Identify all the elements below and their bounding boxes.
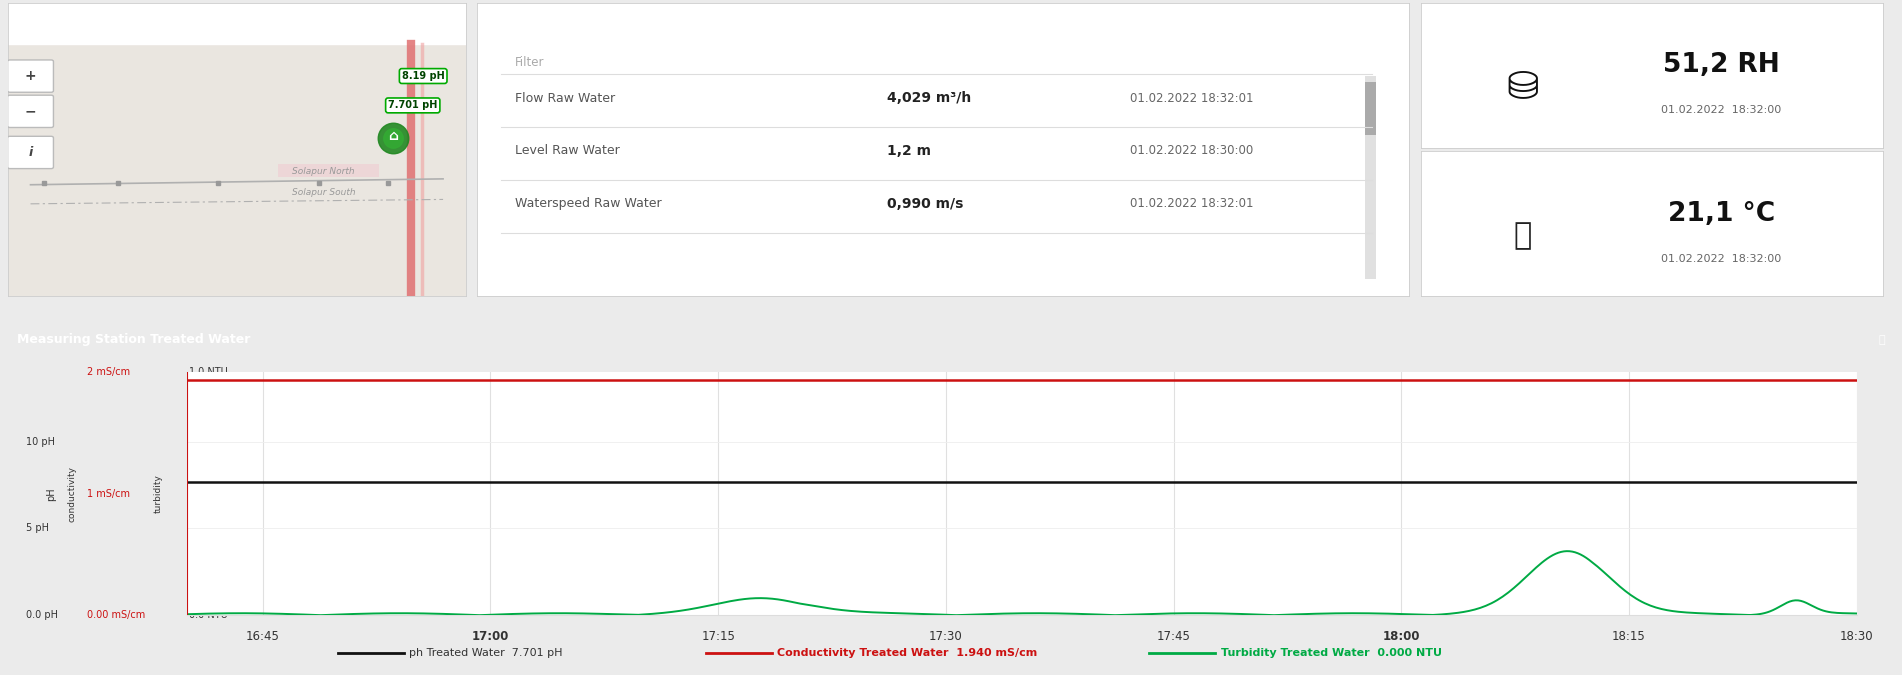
Text: turbidity: turbidity: [154, 475, 164, 513]
Text: 0.5 NTU: 0.5 NTU: [188, 489, 228, 499]
Text: 5 pH: 5 pH: [27, 523, 49, 533]
Text: 8.19 pH: 8.19 pH: [401, 71, 445, 81]
Text: Solapur North: Solapur North: [291, 167, 354, 176]
Text: 1,2 m: 1,2 m: [888, 144, 932, 158]
Text: Filter: Filter: [515, 55, 544, 69]
Text: 0.0 pH: 0.0 pH: [27, 610, 59, 620]
Text: 1.0 NTU: 1.0 NTU: [188, 367, 228, 377]
Text: 10 pH: 10 pH: [27, 437, 55, 447]
Text: 01.02.2022  18:32:00: 01.02.2022 18:32:00: [1660, 254, 1782, 264]
Text: 🌡: 🌡: [1514, 221, 1531, 250]
Text: 01.02.2022 18:32:01: 01.02.2022 18:32:01: [1130, 197, 1253, 211]
Text: 4,029 m³/h: 4,029 m³/h: [888, 91, 972, 105]
Text: 01.02.2022  18:32:00: 01.02.2022 18:32:00: [1660, 105, 1782, 115]
Text: 7.701 pH: 7.701 pH: [388, 101, 437, 111]
Bar: [278, 164, 378, 178]
FancyBboxPatch shape: [8, 136, 53, 169]
Text: 01.02.2022 18:30:00: 01.02.2022 18:30:00: [1130, 144, 1253, 157]
Text: 21,1 °C: 21,1 °C: [1668, 200, 1775, 227]
FancyBboxPatch shape: [8, 95, 53, 128]
Text: −: −: [25, 105, 36, 118]
Text: Conductivity Treated Water  1.940 mS/cm: Conductivity Treated Water 1.940 mS/cm: [778, 647, 1038, 657]
Text: 0,990 m/s: 0,990 m/s: [888, 197, 964, 211]
Text: Level Raw Water: Level Raw Water: [515, 144, 620, 157]
Text: +: +: [25, 69, 36, 83]
Text: Flow Raw Water: Flow Raw Water: [515, 92, 614, 105]
Text: conductivity: conductivity: [67, 466, 76, 522]
Text: ph Treated Water  7.701 pH: ph Treated Water 7.701 pH: [409, 647, 563, 657]
Text: pH: pH: [46, 487, 55, 501]
Text: 0.0 NTU: 0.0 NTU: [188, 610, 228, 620]
Text: 51,2 RH: 51,2 RH: [1662, 52, 1780, 78]
Bar: [8, 3, 466, 44]
Text: 01.02.2022 18:32:01: 01.02.2022 18:32:01: [1130, 92, 1253, 105]
Text: i: i: [29, 146, 32, 159]
FancyBboxPatch shape: [8, 60, 53, 92]
Text: 1 mS/cm: 1 mS/cm: [87, 489, 129, 499]
Text: 0.00 mS/cm: 0.00 mS/cm: [87, 610, 145, 620]
Text: Turbidity Treated Water  0.000 NTU: Turbidity Treated Water 0.000 NTU: [1221, 647, 1442, 657]
Text: 2 mS/cm: 2 mS/cm: [87, 367, 129, 377]
Bar: [1364, 76, 1375, 279]
Bar: [1364, 82, 1375, 135]
Text: ⛁: ⛁: [1506, 68, 1539, 106]
Text: Waterspeed Raw Water: Waterspeed Raw Water: [515, 197, 662, 211]
Text: ⌂: ⌂: [388, 130, 398, 143]
Text: Solapur South: Solapur South: [291, 188, 356, 196]
